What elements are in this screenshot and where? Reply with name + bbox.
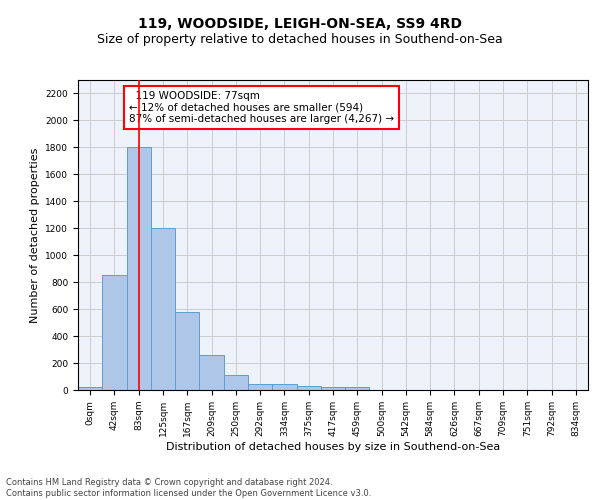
Text: 119 WOODSIDE: 77sqm
← 12% of detached houses are smaller (594)
87% of semi-detac: 119 WOODSIDE: 77sqm ← 12% of detached ho… — [129, 91, 394, 124]
Bar — [102, 276, 127, 390]
Bar — [78, 386, 102, 390]
Y-axis label: Number of detached properties: Number of detached properties — [30, 148, 40, 322]
Bar — [248, 384, 272, 390]
Bar — [296, 386, 321, 390]
Text: 119, WOODSIDE, LEIGH-ON-SEA, SS9 4RD: 119, WOODSIDE, LEIGH-ON-SEA, SS9 4RD — [138, 18, 462, 32]
Bar — [224, 374, 248, 390]
X-axis label: Distribution of detached houses by size in Southend-on-Sea: Distribution of detached houses by size … — [166, 442, 500, 452]
Bar — [175, 312, 199, 390]
Text: Size of property relative to detached houses in Southend-on-Sea: Size of property relative to detached ho… — [97, 32, 503, 46]
Bar — [272, 384, 296, 390]
Bar — [151, 228, 175, 390]
Text: Contains HM Land Registry data © Crown copyright and database right 2024.
Contai: Contains HM Land Registry data © Crown c… — [6, 478, 371, 498]
Bar — [127, 148, 151, 390]
Bar — [345, 388, 370, 390]
Bar — [321, 386, 345, 390]
Bar — [199, 355, 224, 390]
